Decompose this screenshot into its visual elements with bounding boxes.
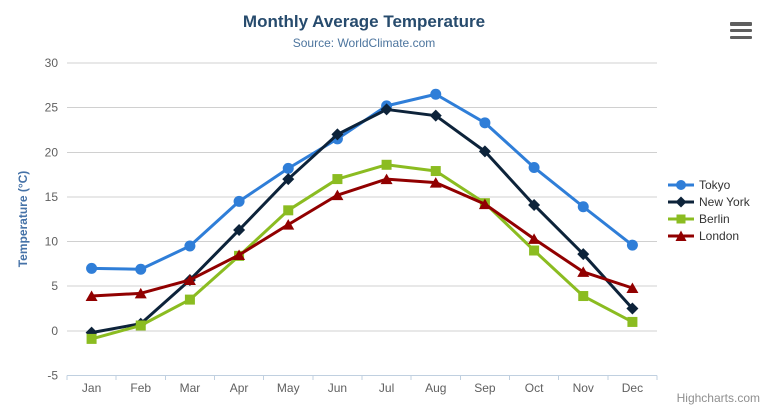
- square-marker-icon: [668, 214, 694, 224]
- data-point-marker[interactable]: [283, 205, 294, 216]
- series-line-berlin: [90, 163, 634, 341]
- data-point-marker[interactable]: [430, 166, 441, 177]
- legend-item-london[interactable]: London: [668, 229, 750, 243]
- data-point-marker[interactable]: [331, 128, 344, 141]
- data-point-marker[interactable]: [135, 263, 147, 275]
- y-tick-label: 30: [45, 56, 59, 70]
- data-point-marker[interactable]: [626, 239, 638, 251]
- data-point-marker[interactable]: [184, 240, 196, 252]
- data-point-marker[interactable]: [429, 177, 442, 188]
- data-point-marker[interactable]: [478, 145, 491, 158]
- data-point-marker[interactable]: [528, 233, 541, 244]
- x-tick-label: Apr: [230, 381, 249, 395]
- legend-label: London: [699, 229, 740, 243]
- y-tick-label: -5: [47, 369, 58, 383]
- data-point-marker[interactable]: [380, 103, 393, 116]
- x-tick-label: Sep: [474, 381, 496, 395]
- y-tick-label: 25: [45, 101, 59, 115]
- x-tick-label: Nov: [573, 381, 594, 395]
- data-point-marker[interactable]: [85, 290, 98, 302]
- y-tick-label: 20: [45, 145, 59, 159]
- data-point-marker[interactable]: [86, 262, 98, 274]
- data-point-marker[interactable]: [626, 302, 639, 315]
- data-point-marker[interactable]: [430, 88, 442, 100]
- data-point-marker[interactable]: [183, 274, 196, 285]
- data-point-marker[interactable]: [478, 198, 491, 210]
- y-tick-label: 0: [51, 324, 58, 338]
- data-point-marker[interactable]: [380, 173, 393, 185]
- x-tick-label: Jul: [379, 381, 394, 395]
- circle-marker-icon: [668, 180, 694, 190]
- legend-item-berlin[interactable]: Berlin: [668, 212, 750, 226]
- highcharts-credit-link[interactable]: Highcharts.com: [676, 391, 760, 405]
- data-point-marker[interactable]: [332, 174, 343, 185]
- data-point-marker[interactable]: [86, 333, 97, 344]
- x-tick-label: May: [277, 381, 300, 395]
- x-tick-label: Aug: [425, 381, 446, 395]
- x-tick-label: Oct: [525, 381, 544, 395]
- data-point-marker[interactable]: [233, 223, 246, 236]
- diamond-marker-icon: [668, 196, 694, 208]
- y-axis-title: Temperature (°C): [16, 170, 30, 268]
- data-point-marker[interactable]: [233, 249, 246, 260]
- data-point-marker[interactable]: [577, 266, 590, 277]
- x-tick-label: Jan: [82, 381, 101, 395]
- y-tick-label: 15: [45, 190, 59, 204]
- x-tick-label: Mar: [180, 381, 201, 395]
- data-point-marker[interactable]: [282, 173, 295, 186]
- data-point-marker[interactable]: [529, 245, 540, 256]
- data-point-marker[interactable]: [184, 294, 195, 305]
- y-tick-label: 10: [45, 235, 59, 249]
- triangle-marker-icon: [668, 230, 694, 241]
- x-tick-label: Dec: [622, 381, 643, 395]
- data-point-marker[interactable]: [577, 248, 590, 261]
- data-point-marker[interactable]: [429, 109, 442, 122]
- data-point-marker[interactable]: [528, 161, 540, 173]
- y-tick-label: 5: [51, 279, 58, 293]
- data-point-marker[interactable]: [134, 287, 147, 299]
- legend: Tokyo New York Berlin London: [668, 178, 750, 243]
- data-point-marker[interactable]: [578, 291, 589, 302]
- export-menu-button[interactable]: [728, 20, 756, 41]
- data-point-marker[interactable]: [626, 282, 639, 294]
- legend-label: New York: [699, 195, 750, 209]
- x-tick-label: Feb: [130, 381, 151, 395]
- series-line-new-york: [90, 107, 634, 335]
- chart-subtitle: Source: WorldClimate.com: [292, 36, 436, 50]
- legend-item-tokyo[interactable]: Tokyo: [668, 178, 750, 192]
- data-point-marker[interactable]: [577, 201, 589, 213]
- data-point-marker[interactable]: [528, 198, 541, 211]
- chart-title: Monthly Average Temperature: [242, 12, 486, 31]
- data-point-marker[interactable]: [135, 320, 146, 331]
- legend-label: Berlin: [699, 212, 730, 226]
- data-point-marker[interactable]: [331, 189, 344, 201]
- data-point-marker[interactable]: [282, 162, 294, 174]
- x-tick-label: Jun: [328, 381, 347, 395]
- data-point-marker[interactable]: [233, 195, 245, 207]
- legend-label: Tokyo: [699, 178, 731, 192]
- data-point-marker[interactable]: [381, 159, 392, 170]
- data-point-marker[interactable]: [282, 219, 295, 230]
- series-line-london: [90, 177, 634, 298]
- data-point-marker[interactable]: [479, 117, 491, 129]
- legend-item-new-york[interactable]: New York: [668, 195, 750, 209]
- data-point-marker[interactable]: [627, 316, 638, 327]
